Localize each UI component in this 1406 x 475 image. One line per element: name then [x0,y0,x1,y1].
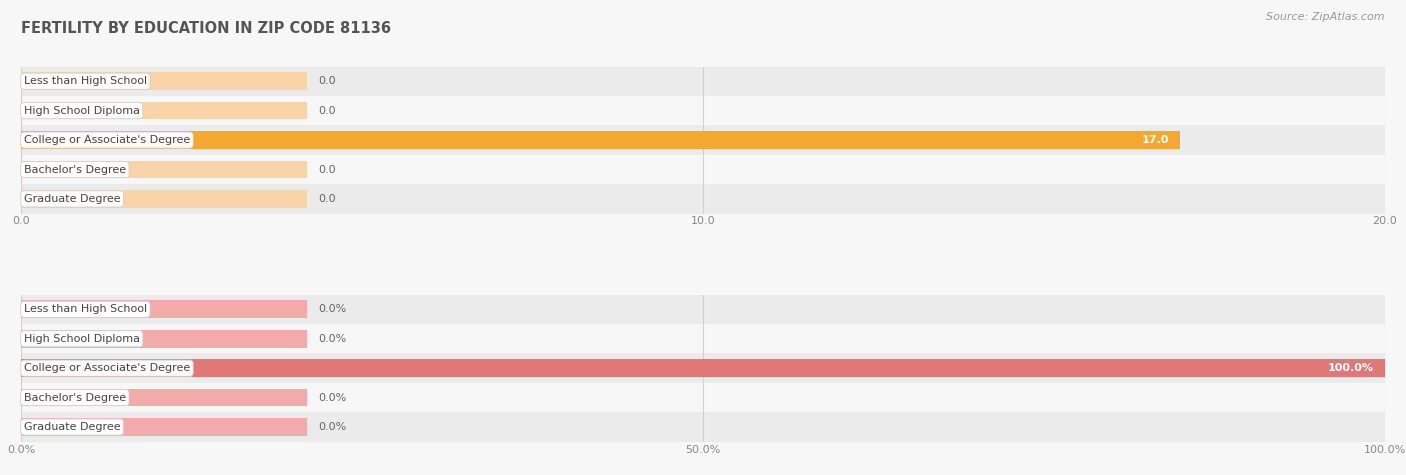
Text: Bachelor's Degree: Bachelor's Degree [24,393,127,403]
Bar [21,102,308,120]
Bar [21,418,308,436]
Bar [21,383,1385,412]
Text: Graduate Degree: Graduate Degree [24,422,121,432]
Bar [21,301,308,318]
Bar [21,96,1385,125]
Text: 17.0: 17.0 [1142,135,1170,145]
Text: 0.0%: 0.0% [318,422,347,432]
Text: High School Diploma: High School Diploma [24,105,139,115]
Bar [21,155,1385,184]
Text: College or Associate's Degree: College or Associate's Degree [24,363,190,373]
Bar [21,66,1385,96]
Bar [21,161,308,178]
Bar [21,389,308,407]
Bar [21,360,1385,377]
Bar [21,412,1385,442]
Text: 0.0: 0.0 [318,105,336,115]
Text: 0.0%: 0.0% [318,334,347,344]
Bar [21,324,1385,353]
Bar [21,131,1181,149]
Text: 0.0%: 0.0% [318,393,347,403]
Text: Bachelor's Degree: Bachelor's Degree [24,164,127,174]
Bar [21,330,308,348]
Text: 0.0: 0.0 [318,194,336,204]
Text: 100.0%: 100.0% [1329,363,1374,373]
Text: 0.0%: 0.0% [318,304,347,314]
Bar [21,72,308,90]
Text: Source: ZipAtlas.com: Source: ZipAtlas.com [1267,12,1385,22]
Bar [21,184,1385,214]
Text: 0.0: 0.0 [318,76,336,86]
Text: College or Associate's Degree: College or Associate's Degree [24,135,190,145]
Text: FERTILITY BY EDUCATION IN ZIP CODE 81136: FERTILITY BY EDUCATION IN ZIP CODE 81136 [21,21,391,37]
Text: High School Diploma: High School Diploma [24,334,139,344]
Bar [21,353,1385,383]
Text: Graduate Degree: Graduate Degree [24,194,121,204]
Text: Less than High School: Less than High School [24,76,148,86]
Text: 0.0: 0.0 [318,164,336,174]
Bar [21,125,1385,155]
Bar [21,294,1385,324]
Bar [21,190,308,208]
Text: Less than High School: Less than High School [24,304,148,314]
